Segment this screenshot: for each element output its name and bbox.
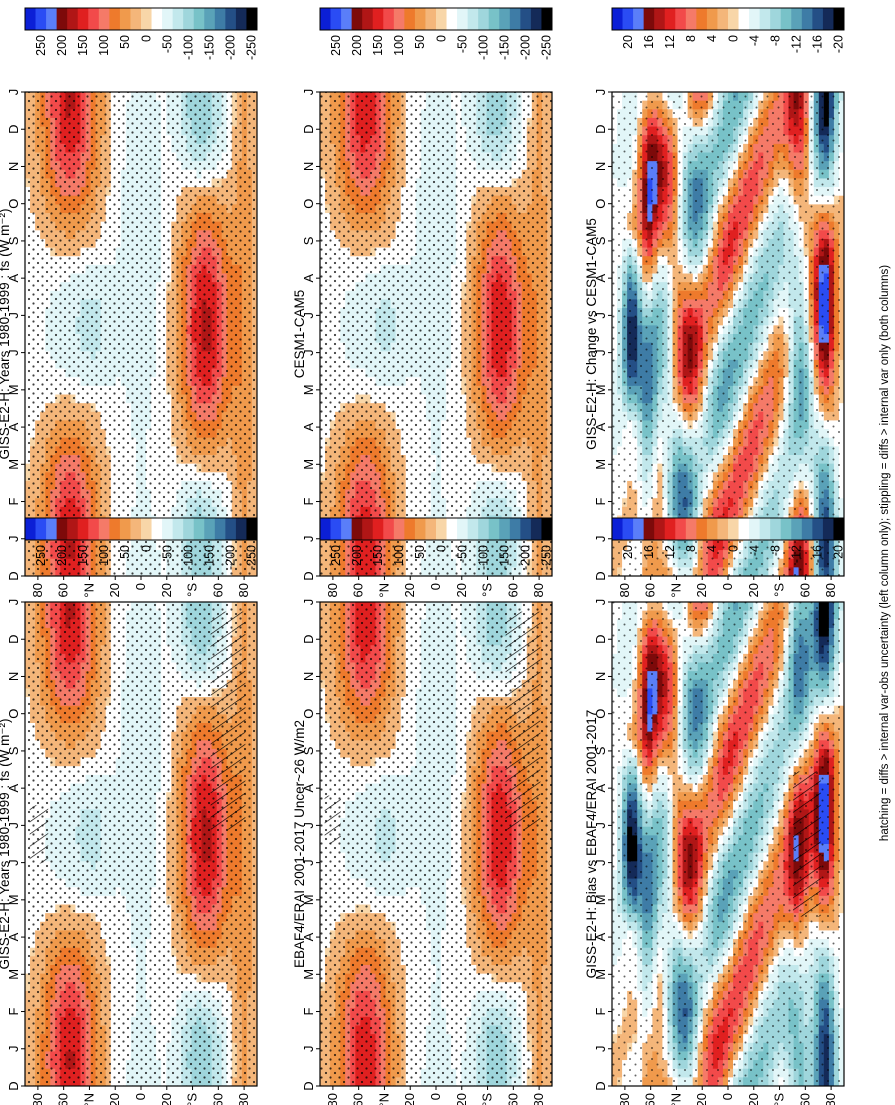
month-tick-label: D [6, 1081, 21, 1090]
lat-tick-label: 60 [56, 1093, 71, 1105]
hatching-region [29, 805, 49, 864]
month-tick-label: M [6, 969, 21, 980]
month-tick-label: O [6, 709, 21, 719]
lat-tick-label: 80 [30, 1093, 45, 1105]
month-tick-label: F [6, 1008, 21, 1016]
lat-tick-label: 20 [159, 1093, 174, 1105]
month-tick-label: D [6, 635, 21, 644]
month-tick-label: J [6, 1046, 21, 1053]
month-tick-label: J [6, 599, 21, 606]
lat-tick-label: °S [185, 1093, 200, 1105]
lat-tick-label: 0 [133, 1093, 148, 1100]
lat-tick-label: 80 [236, 1093, 251, 1105]
lat-tick-label: °N [81, 1093, 96, 1105]
lat-tick-label: 20 [107, 1093, 122, 1105]
hatching-region [210, 611, 246, 830]
panel-title: GISS-E2-H: Years 1980-1999 : fs (W m⁻²) [0, 719, 12, 970]
panel-top-left: 80 60 °N 20 0 20 °S 60 80DJFMAMJJASONDJGISS-E2-H… [0, 599, 258, 1105]
figure-footer-note: hatching = diffs > internal var-obs unce… [879, 265, 891, 841]
month-tick-label: N [6, 672, 21, 681]
lat-tick-label: 60 [210, 1093, 225, 1105]
